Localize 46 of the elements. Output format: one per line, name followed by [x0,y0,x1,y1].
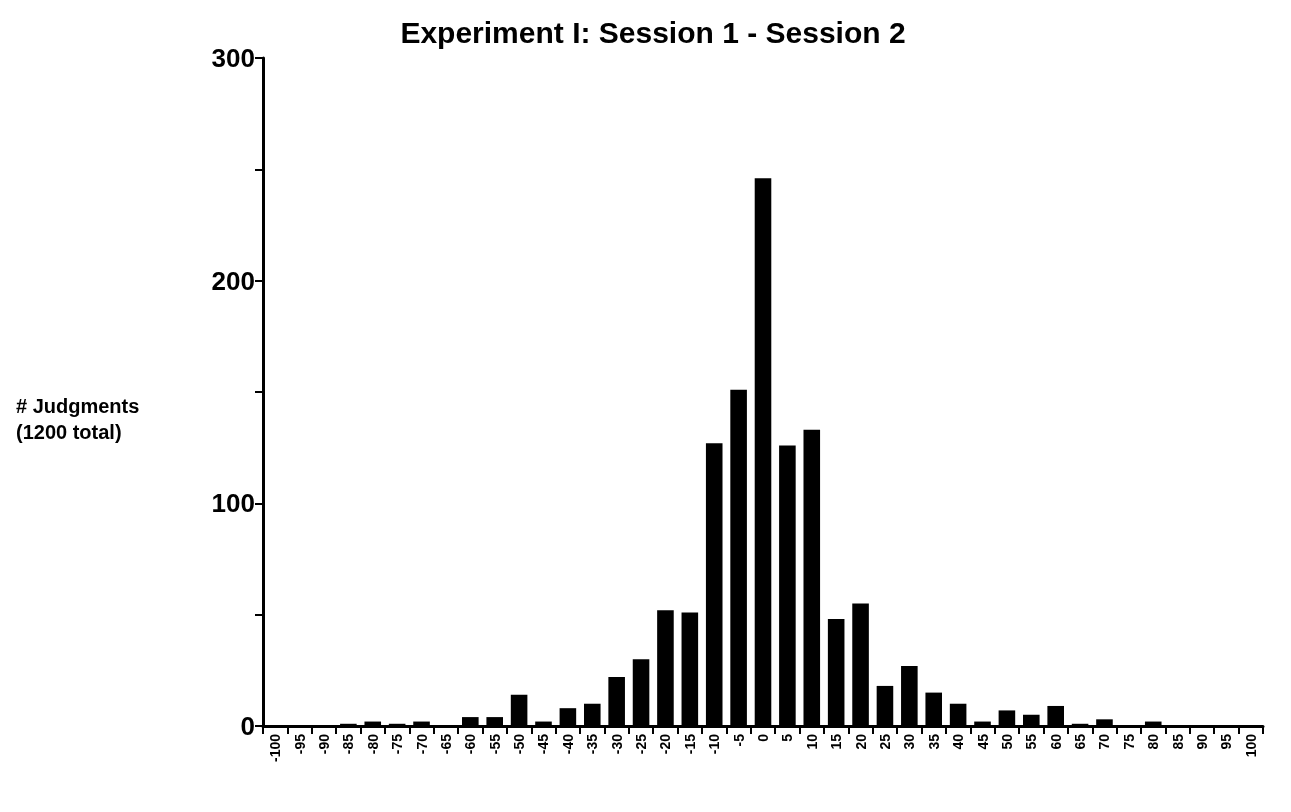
x-tick-label: 5 [779,733,796,742]
x-tick-label: 95 [1218,733,1235,750]
x-tick-label: 75 [1120,733,1137,750]
x-tick-label: -55 [486,733,503,755]
x-tick-label: -80 [364,733,381,755]
chart-title: Experiment I: Session 1 - Session 2 [400,15,906,49]
x-tick-label: 50 [998,733,1015,750]
x-tick-label: -60 [462,733,479,755]
x-tick-label: -90 [315,733,332,755]
x-tick-label: -25 [633,733,650,755]
x-tick-label: -10 [706,733,723,755]
x-tick-label: -65 [437,733,454,755]
x-tick-label: 55 [1023,733,1040,750]
y-tick-label: 300 [211,43,255,73]
x-tick-label: 25 [876,733,893,750]
x-tick-label: -50 [511,733,528,755]
x-tick-label: -85 [340,733,357,755]
x-tick-label: -45 [535,733,552,755]
y-axis-title: # Judgments (1200 total) [16,395,140,443]
x-tick-label: -40 [559,733,576,755]
x-tick-label: 90 [1194,733,1211,750]
x-tick-label: 15 [828,733,845,750]
x-tick-label: -15 [681,733,698,755]
x-tick-label: 20 [852,733,869,750]
x-tick-label: -5 [730,733,747,747]
x-tick-label: -20 [657,733,674,755]
x-tick-label: -30 [608,733,625,755]
x-tick-label: 80 [1145,733,1162,750]
x-tick-label: 45 [974,733,991,750]
x-tick-label: 30 [901,733,918,750]
y-tick-label: 100 [211,488,255,519]
x-tick-label: 35 [925,733,942,750]
x-tick-label: -95 [291,733,308,755]
x-tick-label: 0 [755,733,771,742]
x-tick-label: 85 [1169,733,1186,750]
x-tick-label: 40 [950,733,967,750]
x-tick-label: 70 [1096,733,1113,750]
x-tick-label: -35 [584,733,601,755]
x-tick-label: -70 [413,733,430,755]
x-tick-label: -75 [389,733,406,755]
y-tick-label: 200 [211,265,255,296]
x-tick-label: 65 [1072,733,1089,750]
x-tick-label: 100 [1242,733,1259,758]
x-tick-label: 60 [1047,733,1064,750]
x-tick-label: -100 [267,733,284,763]
x-tick-label: 10 [803,733,820,750]
